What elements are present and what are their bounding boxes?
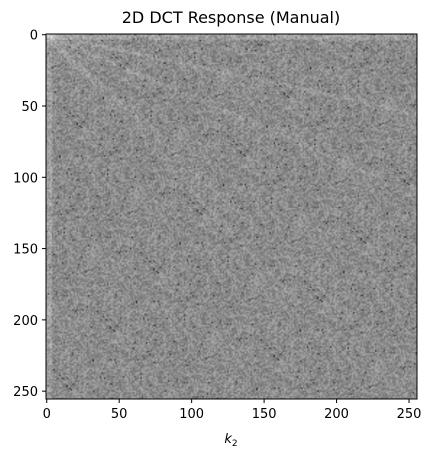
chart-title: 2D DCT Response (Manual) (122, 8, 341, 27)
plot-frame (45, 33, 418, 400)
dct-heatmap (46, 34, 417, 399)
x-tick-label: 200 (324, 407, 349, 422)
y-tick-label: 250 (13, 385, 38, 400)
y-tick-label: 200 (13, 314, 38, 329)
x-axis-label: k2 (224, 432, 237, 449)
y-tick-label: 100 (13, 171, 38, 186)
y-tick-label: 50 (21, 100, 38, 115)
x-axis-label-main: k (224, 432, 232, 447)
x-tick-label: 100 (179, 407, 204, 422)
y-tick-label: 150 (13, 243, 38, 258)
y-axis-ticks: 0 50 100 150 200 250 (13, 29, 46, 400)
x-tick-label: 50 (111, 407, 128, 422)
x-tick-label: 250 (397, 407, 422, 422)
x-tick-label: 150 (252, 407, 277, 422)
x-axis-ticks: 0 50 100 150 200 250 (43, 399, 422, 422)
x-axis-label-subscript: 2 (232, 439, 238, 449)
heatmap-image (46, 34, 417, 399)
x-tick-label: 0 (43, 407, 51, 422)
y-tick-label: 0 (30, 29, 38, 44)
